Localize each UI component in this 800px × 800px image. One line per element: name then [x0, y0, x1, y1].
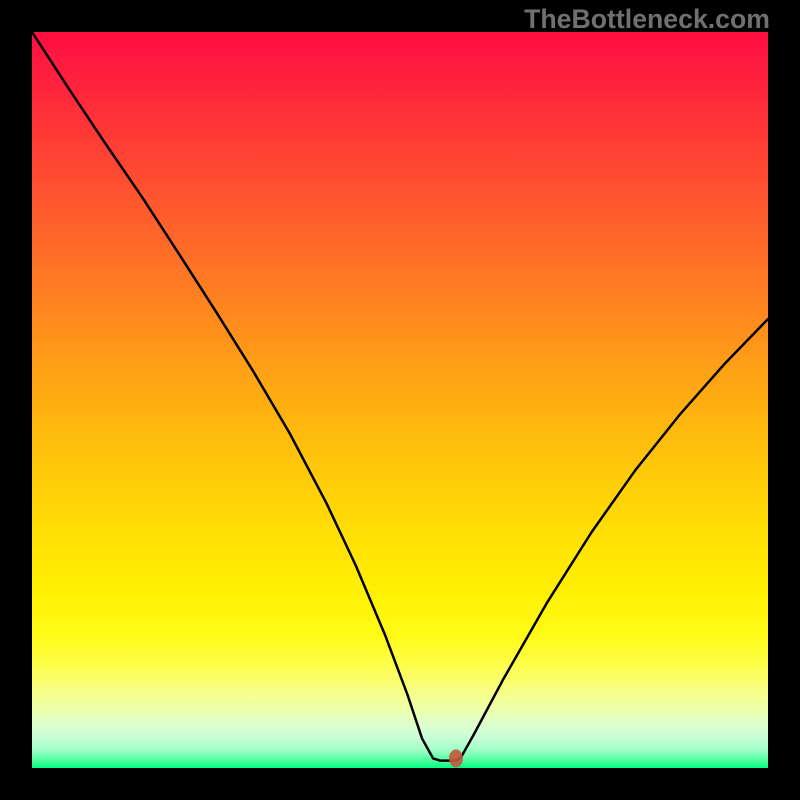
optimal-point-marker — [449, 749, 463, 767]
bottleneck-curve — [32, 32, 768, 761]
chart-stage: TheBottleneck.com — [0, 0, 800, 800]
curve-layer — [32, 32, 768, 768]
watermark-text: TheBottleneck.com — [524, 4, 770, 35]
plot-area — [32, 32, 768, 768]
